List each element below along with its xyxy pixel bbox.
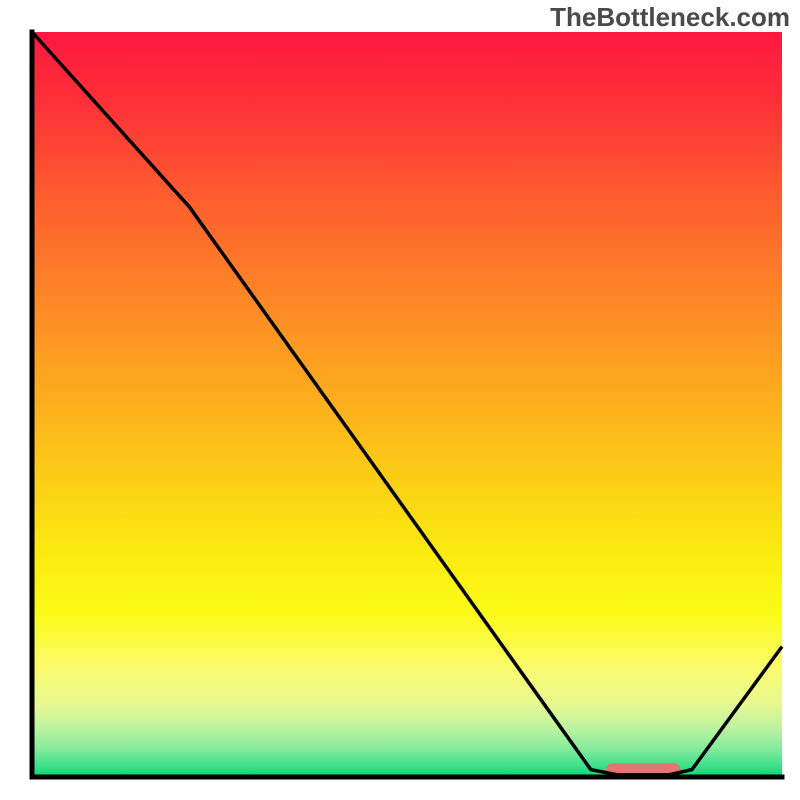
bottleneck-chart <box>0 0 800 800</box>
plot-background <box>32 32 782 777</box>
watermark-text: TheBottleneck.com <box>550 2 790 33</box>
chart-container: TheBottleneck.com <box>0 0 800 800</box>
